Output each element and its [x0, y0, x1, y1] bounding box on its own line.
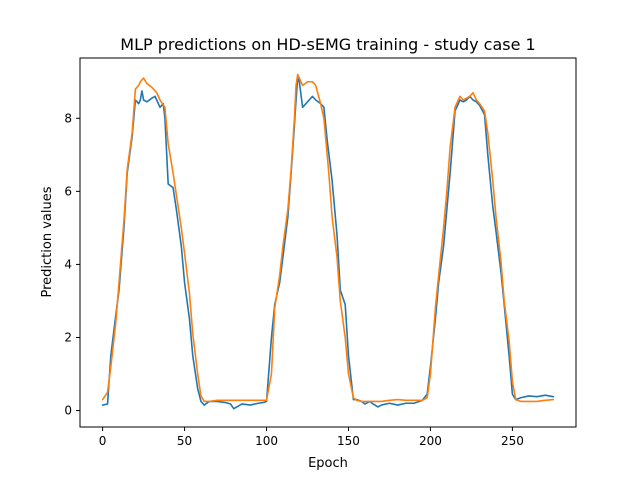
chart-title: MLP predictions on HD-sEMG training - st… [120, 35, 535, 54]
y-tick-label: 6 [64, 184, 72, 198]
x-tick-label: 200 [419, 434, 442, 448]
x-tick-label: 250 [501, 434, 524, 448]
series-line-2 [101, 73, 555, 403]
y-tick-label: 2 [64, 330, 72, 344]
y-axis-label: Prediction values [40, 186, 55, 297]
y-tick-label: 0 [64, 404, 72, 418]
x-tick-label: 50 [177, 434, 192, 448]
y-tick-label: 8 [64, 111, 72, 125]
x-tick-label: 150 [337, 434, 360, 448]
x-tick-label: 100 [255, 434, 278, 448]
x-axis-label: Epoch [308, 456, 348, 471]
x-tick-label: 0 [99, 434, 107, 448]
plot-frame [79, 57, 577, 428]
y-axis: 0 2 4 6 8 [64, 111, 80, 418]
y-tick-label: 4 [64, 257, 72, 271]
series-line-1 [101, 77, 555, 410]
series-layer [101, 73, 555, 410]
x-axis: 0 50 100 150 200 250 [99, 427, 524, 448]
